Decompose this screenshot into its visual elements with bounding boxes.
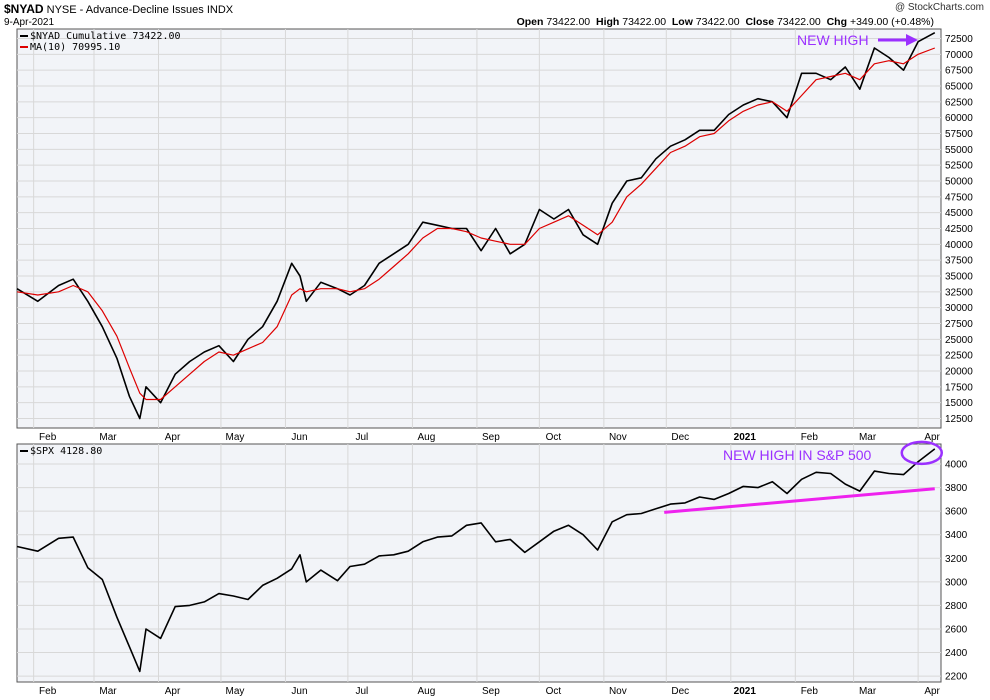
y-tick-label: 3800	[945, 483, 968, 494]
new-high-circle	[900, 440, 944, 466]
new-high-annotation: NEW HIGH	[797, 32, 869, 48]
x-tick-label: Jul	[355, 432, 368, 443]
open-label: Open	[516, 16, 544, 28]
chg-value: +349.00 (+0.48%)	[849, 16, 934, 28]
panel-frame	[16, 443, 942, 683]
y-tick-label: 12500	[945, 414, 973, 425]
x-tick-label: Aug	[418, 686, 436, 697]
x-tick-label: May	[225, 686, 244, 697]
y-tick-label: 32500	[945, 287, 973, 298]
exchange-label: INDX	[206, 4, 234, 16]
stockcharts-watermark: @ StockCharts.com	[894, 2, 984, 13]
x-tick-label: Mar	[859, 686, 877, 697]
legend-entry: $SPX 4128.80	[30, 446, 102, 457]
y-tick-label: 2200	[945, 672, 968, 683]
close-label: Close	[745, 16, 775, 28]
y-tick-label: 4000	[945, 460, 968, 471]
x-tick-label: Mar	[99, 686, 117, 697]
ohlc-row: Open 73422.00 High 73422.00 Low 73422.00…	[517, 16, 934, 28]
close-value: 73422.00	[776, 16, 821, 28]
low-value: 73422.00	[695, 16, 740, 28]
y-tick-label: 25000	[945, 335, 973, 346]
y-tick-label: 40000	[945, 240, 973, 251]
x-tick-label: Nov	[609, 432, 627, 443]
chart-date: 9-Apr-2021	[4, 17, 55, 28]
x-tick-label: Mar	[859, 432, 877, 443]
x-tick-label: Jun	[291, 686, 307, 697]
chg-label: Chg	[826, 16, 848, 28]
support-trendline	[664, 487, 935, 514]
series-line--spx	[16, 448, 936, 673]
chart-panel-2: Feb Mar Apr May Jun Jul Aug Sep Oct Nov Dec 2021 Feb…	[16, 443, 968, 697]
x-tick-label: Nov	[609, 686, 627, 697]
x-tick-label: Jun	[291, 432, 307, 443]
y-tick-label: 3000	[945, 577, 968, 588]
y-tick-label: 3200	[945, 554, 968, 565]
y-tick-label: 55000	[945, 145, 973, 156]
y-tick-label: 60000	[945, 113, 973, 124]
y-tick-label: 37500	[945, 256, 973, 267]
x-tick-label: Sep	[482, 686, 500, 697]
y-tick-label: 52500	[945, 161, 973, 172]
high-label: High	[595, 16, 620, 28]
y-tick-label: 3400	[945, 530, 968, 541]
y-tick-label: 70000	[945, 50, 973, 61]
legend-entry: MA(10) 70995.10	[30, 42, 120, 53]
y-tick-label: 30000	[945, 303, 973, 314]
x-tick-label: Feb	[801, 432, 819, 443]
series-line-ma-10-	[16, 47, 936, 401]
annotation-arrow-head	[906, 34, 918, 46]
x-tick-label: Apr	[924, 432, 940, 443]
x-tick-label: Apr	[165, 432, 181, 443]
x-tick-label: Mar	[99, 432, 117, 443]
x-tick-label: Jul	[355, 686, 368, 697]
y-tick-label: 22500	[945, 351, 973, 362]
y-tick-label: 45000	[945, 208, 973, 219]
legend-entry: $NYAD Cumulative 73422.00	[30, 31, 181, 42]
y-tick-label: 67500	[945, 66, 973, 77]
y-tick-label: 3600	[945, 507, 968, 518]
x-tick-label: Feb	[39, 432, 57, 443]
y-tick-label: 27500	[945, 319, 973, 330]
x-tick-label: Feb	[39, 686, 57, 697]
y-tick-label: 62500	[945, 97, 973, 108]
open-value: 73422.00	[546, 16, 591, 28]
x-tick-label: Dec	[671, 432, 689, 443]
y-tick-label: 20000	[945, 367, 973, 378]
y-tick-label: 50000	[945, 177, 973, 188]
high-value: 73422.00	[622, 16, 667, 28]
symbol-label: $NYAD	[4, 2, 44, 16]
x-tick-label: Apr	[924, 686, 940, 697]
y-tick-label: 17500	[945, 382, 973, 393]
x-tick-label: Feb	[801, 686, 819, 697]
y-tick-label: 2600	[945, 624, 968, 635]
y-tick-label: 72500	[945, 34, 973, 45]
x-tick-label: Aug	[418, 432, 436, 443]
x-tick-label: 2021	[734, 686, 757, 697]
y-tick-label: 65000	[945, 82, 973, 93]
y-tick-label: 47500	[945, 192, 973, 203]
low-label: Low	[671, 16, 693, 28]
x-tick-label: Oct	[546, 432, 562, 443]
y-tick-label: 2400	[945, 648, 968, 659]
chart-title-row: $NYAD NYSE - Advance-Decline Issues INDX	[4, 2, 233, 16]
x-tick-label: May	[225, 432, 244, 443]
x-tick-label: 2021	[734, 432, 757, 443]
y-tick-label: 42500	[945, 224, 973, 235]
y-tick-label: 57500	[945, 129, 973, 140]
x-tick-label: Dec	[671, 686, 689, 697]
y-tick-label: 35000	[945, 272, 973, 283]
x-tick-label: Sep	[482, 432, 500, 443]
x-tick-label: Apr	[165, 686, 181, 697]
chart-panel-1: Feb Mar Apr May Jun Jul Aug Sep Oct Nov Dec 2021 Feb…	[16, 28, 973, 443]
symbol-name: NYSE - Advance-Decline Issues	[46, 4, 204, 16]
new-high-sp500-annotation: NEW HIGH IN S&P 500	[723, 447, 872, 463]
y-tick-label: 2800	[945, 601, 968, 612]
x-tick-label: Oct	[546, 686, 562, 697]
series-line--nyad-cumulative	[16, 31, 936, 420]
y-tick-label: 15000	[945, 398, 973, 409]
